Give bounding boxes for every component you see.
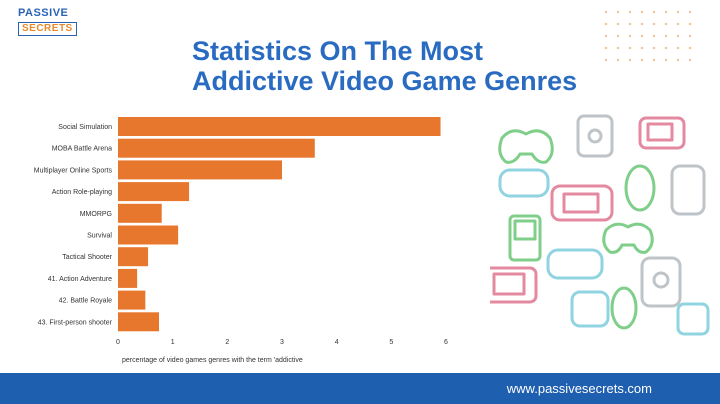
x-tick-label: 6 [444, 339, 448, 346]
bar [118, 138, 315, 158]
bar [118, 182, 190, 202]
x-tick-label: 3 [280, 339, 284, 346]
bar [118, 160, 282, 180]
bar [118, 268, 138, 288]
category-label: Survival [87, 233, 112, 240]
bar [118, 290, 146, 310]
dot-pattern [600, 6, 700, 66]
logo: PASSIVE SECRETS [18, 7, 77, 36]
bar [118, 117, 441, 136]
logo-line2: SECRETS [18, 22, 77, 36]
page-title: Statistics On The Most Addictive Video G… [192, 36, 632, 96]
x-tick-label: 5 [389, 339, 393, 346]
bar-chart: Social Simulation MOBA Battle Arena Multip… [34, 117, 448, 364]
category-label: MMORPG [80, 211, 112, 218]
category-label: 41. Action Adventure [48, 276, 112, 283]
bar [118, 312, 159, 332]
game-controllers-illustration [490, 114, 710, 336]
category-label: Social Simulation [58, 124, 112, 131]
title-line2: Addictive Video Game Genres [192, 66, 578, 96]
x-axis-label: percentage of video games genres with th… [122, 357, 303, 364]
category-label: 42. Battle Royale [59, 298, 112, 305]
x-tick-label: 2 [225, 339, 229, 346]
x-tick-label: 1 [171, 339, 175, 346]
category-label: MOBA Battle Arena [52, 146, 112, 153]
category-label: 43. First-person shooter [38, 319, 113, 326]
category-label: Action Role-playing [52, 189, 112, 196]
x-tick-label: 0 [116, 339, 120, 346]
bar [118, 203, 162, 223]
bar [118, 225, 179, 245]
logo-line1: PASSIVE [18, 7, 69, 19]
bar [118, 247, 149, 267]
category-label: Multiplayer Online Sports [34, 167, 113, 174]
x-tick-label: 4 [335, 339, 339, 346]
category-label: Tactical Shooter [62, 254, 112, 261]
footer-url[interactable]: www.passivesecrets.com [506, 381, 652, 396]
title-line1: Statistics On The Most [192, 36, 484, 66]
footer-bar: www.passivesecrets.com [0, 373, 720, 404]
